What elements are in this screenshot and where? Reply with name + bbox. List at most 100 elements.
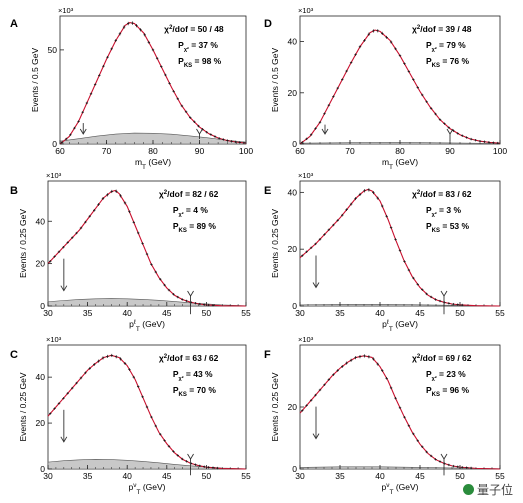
stat-p-ks: PKS = 70 %: [173, 385, 217, 398]
x-axis-label-part: (GeV): [140, 482, 165, 492]
stat-text-part: χ: [164, 24, 169, 34]
stat-text-part: = 37 %: [189, 40, 219, 50]
x-axis-label-part: (GeV): [146, 157, 171, 167]
panel-letter: D: [264, 18, 272, 30]
stat-chi2-dof: χ2/dof = 50 / 48: [164, 24, 224, 34]
fit-curve: [299, 188, 501, 307]
x-tick-label: 90: [195, 146, 205, 156]
x-axis-label-part: ν: [386, 482, 389, 489]
stat-text-part: P: [426, 205, 432, 215]
stat-text-part: = 43 %: [184, 369, 214, 379]
stat-chi2-dof: χ2/dof = 82 / 62: [159, 189, 219, 199]
stat-p-chi2: Pχ² = 37 %: [178, 40, 218, 53]
chart-panel-b: B 30 35 40 45 50 55 0 20 40 ×10³ pℓT (GeV) Events / …: [10, 171, 251, 333]
stat-text-part: /dof = 50 / 48: [172, 24, 224, 34]
y-tick-label: 0: [292, 301, 297, 311]
x-axis-label-part: T: [389, 326, 393, 333]
y-exponent: ×10³: [298, 6, 314, 15]
background-area: [47, 298, 247, 307]
stat-p-ks: PKS = 96 %: [426, 385, 470, 398]
fit-curve: [47, 189, 247, 307]
stat-text-part: = 4 %: [184, 205, 209, 215]
y-tick-label: 20: [36, 259, 46, 269]
stat-text-part: = 98 %: [192, 56, 222, 66]
stat-text-part: P: [426, 385, 432, 395]
x-axis-label-part: ℓ: [134, 319, 137, 326]
stat-text-part: = 89 %: [187, 221, 217, 231]
arrow-head-icon: [446, 128, 454, 135]
fit-curve: [299, 355, 501, 470]
stat-text-part: /dof = 63 / 62: [167, 353, 219, 363]
x-axis-label-part: ν: [133, 482, 136, 489]
stat-text-part: χ: [412, 353, 417, 363]
stat-text-part: 2: [169, 25, 173, 31]
stat-text-part: P: [426, 221, 432, 231]
fit-curve: [59, 22, 247, 145]
stat-text-part: = 53 %: [440, 221, 470, 231]
stat-text-part: 2: [417, 190, 421, 196]
x-axis-label-part: m: [135, 157, 142, 167]
stat-text-part: χ²: [432, 46, 437, 53]
stat-text-part: P: [426, 40, 432, 50]
stat-text-part: = 76 %: [440, 56, 470, 66]
x-tick-label: 60: [55, 146, 65, 156]
stat-p-chi2: Pχ² = 4 %: [173, 205, 208, 218]
x-tick-label: 45: [415, 308, 425, 318]
chart-panel-a: A 60 70 80 90 100 0 50 ×10³ mT (GeV) Events / 0.5 …: [10, 6, 253, 171]
y-axis-label: Events / 0.25 GeV: [270, 372, 280, 441]
stat-text-part: χ²: [184, 46, 189, 53]
y-tick-label: 0: [292, 464, 297, 474]
chart-panel-d: D 60 70 80 90 100 0 20 40 ×10³ mT (GeV) Events / 0.…: [264, 6, 507, 171]
x-tick-label: 40: [375, 308, 385, 318]
stat-text-part: χ²: [432, 375, 437, 382]
x-tick-label: 35: [335, 471, 345, 481]
arrow-head-icon: [312, 282, 320, 289]
y-tick-label: 0: [40, 464, 45, 474]
x-tick-label: 100: [239, 146, 253, 156]
stat-text-part: /dof = 39 / 48: [420, 24, 472, 34]
stat-text-part: P: [178, 40, 184, 50]
y-tick-label: 40: [36, 372, 46, 382]
stat-text-part: = 96 %: [440, 385, 470, 395]
x-axis-label-part: p: [129, 482, 134, 492]
y-tick-label: 0: [40, 301, 45, 311]
stat-chi2-dof: χ2/dof = 63 / 62: [159, 353, 219, 363]
stat-text-part: χ²: [179, 375, 184, 382]
y-tick-label: 20: [36, 418, 46, 428]
x-axis-label: pℓT (GeV): [382, 319, 418, 333]
x-tick-label: 45: [415, 471, 425, 481]
x-axis-label-part: (GeV): [393, 157, 418, 167]
x-axis-label: mT (GeV): [382, 157, 418, 171]
x-tick-label: 45: [162, 308, 172, 318]
panel-letter: C: [10, 349, 18, 361]
fit-curve: [299, 29, 501, 145]
x-tick-label: 40: [375, 471, 385, 481]
stat-text-part: KS: [432, 63, 440, 69]
stat-text-part: χ: [159, 189, 164, 199]
y-tick-label: 50: [48, 45, 58, 55]
y-exponent: ×10³: [46, 335, 62, 344]
arrow-head-icon: [60, 285, 68, 292]
stat-text-part: P: [426, 56, 432, 66]
x-tick-label: 55: [495, 471, 505, 481]
x-tick-label: 80: [395, 146, 405, 156]
y-axis-label: Events / 0.5 GeV: [30, 48, 40, 113]
stat-text-part: P: [173, 221, 179, 231]
x-tick-label: 55: [241, 308, 251, 318]
stat-p-chi2: Pχ² = 79 %: [426, 40, 466, 53]
y-tick-label: 20: [288, 244, 298, 254]
stat-chi2-dof: χ2/dof = 39 / 48: [412, 24, 472, 34]
x-axis-label-part: T: [142, 164, 146, 171]
y-tick-label: 20: [288, 88, 298, 98]
x-tick-label: 70: [345, 146, 355, 156]
stat-p-chi2: Pχ² = 23 %: [426, 369, 466, 382]
y-tick-label: 0: [292, 139, 297, 149]
stat-text-part: χ: [412, 24, 417, 34]
x-axis-label-part: T: [136, 489, 140, 496]
stat-text-part: χ²: [179, 211, 184, 218]
x-tick-label: 35: [335, 308, 345, 318]
y-tick-label: 40: [288, 187, 298, 197]
x-tick-label: 30: [43, 471, 53, 481]
